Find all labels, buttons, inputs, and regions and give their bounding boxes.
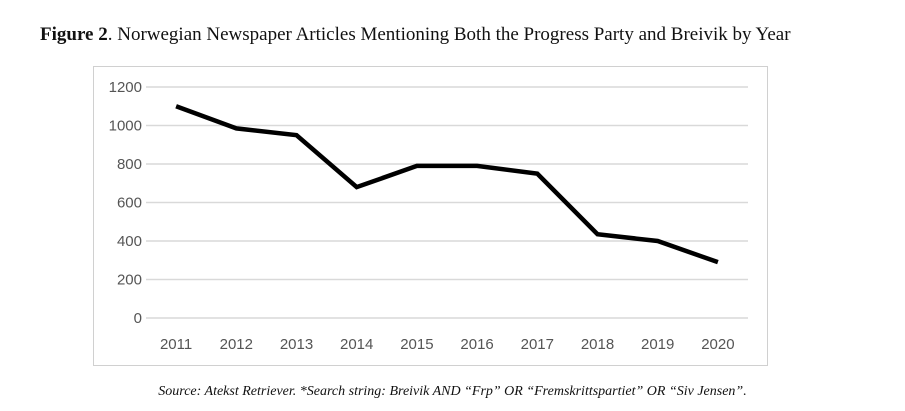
x-tick-label: 2017 [521, 336, 554, 353]
chart-frame [93, 66, 768, 366]
x-tick-label: 2013 [280, 336, 313, 353]
y-tick-label: 400 [117, 233, 142, 250]
y-tick-label: 800 [117, 156, 142, 173]
figure-label: Figure 2 [40, 24, 108, 45]
source-note: Source: Atekst Retriever. *Search string… [158, 384, 747, 399]
y-tick-label: 600 [117, 195, 142, 212]
data-series-line [175, 104, 719, 265]
x-tick-label: 2012 [220, 336, 253, 353]
x-tick-label: 2016 [460, 336, 493, 353]
y-tick-label: 1000 [109, 118, 142, 135]
x-tick-label: 2014 [340, 336, 373, 353]
y-tick-label: 0 [134, 310, 142, 327]
x-tick-label: 2011 [160, 336, 192, 353]
x-tick-label: 2020 [701, 336, 734, 353]
x-tick-label: 2015 [400, 336, 433, 353]
x-tick-label: 2019 [641, 336, 674, 353]
y-tick-label: 1200 [109, 79, 142, 96]
y-tick-label: 200 [117, 272, 142, 289]
figure-title-text: . Norwegian Newspaper Articles Mentionin… [107, 24, 791, 45]
x-tick-label: 2018 [581, 336, 614, 353]
figure-title: Figure 2. Norwegian Newspaper Articles M… [40, 24, 791, 46]
